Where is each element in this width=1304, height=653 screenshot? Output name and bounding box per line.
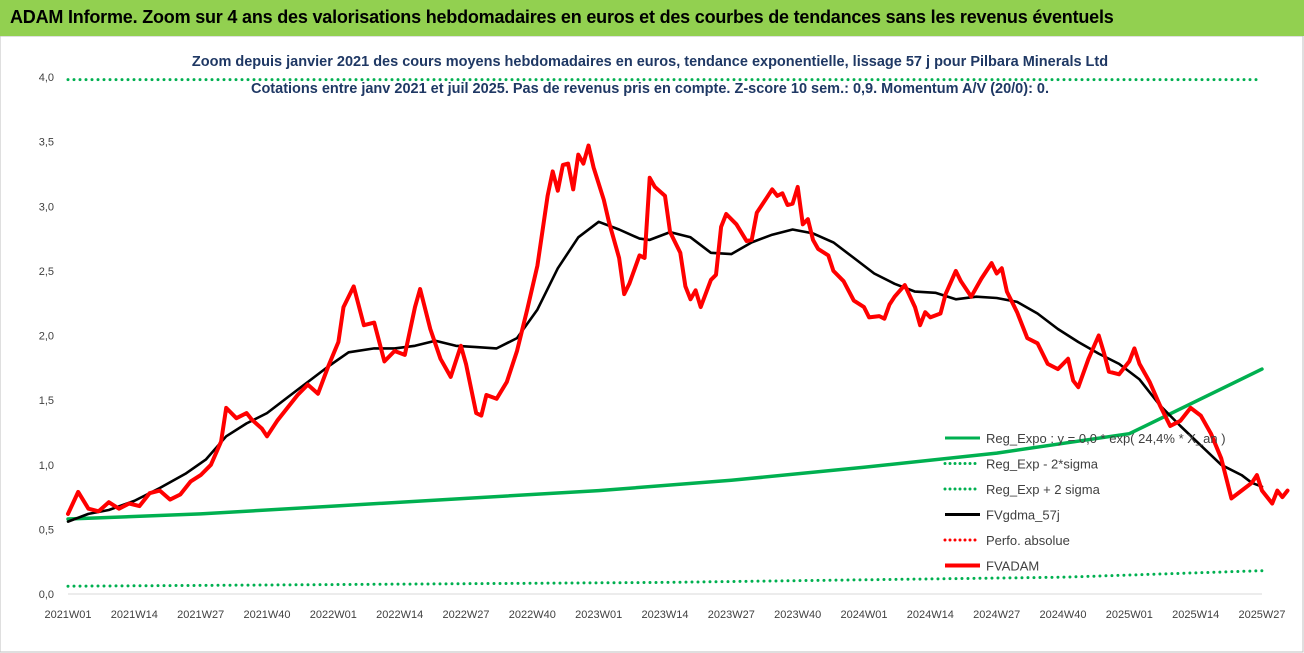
series-line-fvadam (66, 143, 1290, 516)
x-tick-label: 2023W40 (774, 609, 821, 621)
x-tick-label: 2021W14 (111, 609, 158, 621)
x-tick-label: 2024W01 (840, 609, 887, 621)
y-tick-label: 3,5 (39, 137, 54, 149)
y-tick-label: 1,5 (39, 395, 54, 407)
x-tick-label: 2025W14 (1172, 609, 1219, 621)
legend-label: FVgdma_57j (986, 508, 1060, 523)
x-tick-label: 2022W01 (310, 609, 357, 621)
x-tick-label: 2021W27 (177, 609, 224, 621)
y-tick-label: 2,0 (39, 331, 54, 343)
x-tick-label: 2024W14 (907, 609, 954, 621)
legend-label: Reg_Expo : y = 0,0 * exp( 24,4% * X_an ) (986, 431, 1226, 446)
x-tick-label: 2024W40 (1039, 609, 1086, 621)
report-title: ADAM Informe. Zoom sur 4 ans des valoris… (10, 7, 1114, 27)
y-tick-label: 3,0 (39, 201, 54, 213)
x-tick-label: 2022W27 (442, 609, 489, 621)
chart-title-line2: Cotations entre janv 2021 et juil 2025. … (251, 81, 1049, 97)
series-line-reg-expo-y-0-0-exp-24-4-x-an- (66, 367, 1264, 521)
x-tick-label: 2023W14 (641, 609, 688, 621)
chart-legend: Reg_Expo : y = 0,0 * exp( 24,4% * X_an )… (943, 431, 1226, 574)
y-tick-label: 0,0 (39, 589, 54, 601)
legend-label: Perfo. absolue (986, 533, 1070, 548)
legend-label: Reg_Exp - 2*sigma (986, 457, 1099, 472)
y-tick-label: 2,5 (39, 266, 54, 278)
x-tick-label: 2023W27 (708, 609, 755, 621)
report-header-bar: ADAM Informe. Zoom sur 4 ans des valoris… (0, 0, 1304, 36)
y-tick-label: 1,0 (39, 460, 54, 472)
x-tick-label: 2023W01 (575, 609, 622, 621)
x-tick-label: 2025W01 (1106, 609, 1153, 621)
legend-label: FVADAM (986, 559, 1039, 574)
x-tick-label: 2024W27 (973, 609, 1020, 621)
x-tick-label: 2025W27 (1238, 609, 1285, 621)
x-tick-label: 2022W14 (376, 609, 423, 621)
y-tick-label: 4,0 (39, 72, 54, 84)
chart-axes: 0,0 0,5 1,0 1,5 2,0 2,5 3,0 3,5 4,0 2021W01 2021W1… (39, 72, 1286, 621)
chart-series (66, 78, 1290, 588)
series-line-reg-exp-2-sigma (66, 569, 1264, 588)
chart-frame (0, 36, 1304, 653)
y-tick-label: 0,5 (39, 524, 54, 536)
x-tick-label: 2021W01 (44, 609, 91, 621)
x-tick-label: 2022W40 (509, 609, 556, 621)
x-tick-label: 2021W40 (243, 609, 290, 621)
chart: Zoom depuis janvier 2021 des cours moyen… (0, 36, 1304, 653)
legend-label: Reg_Exp + 2 sigma (986, 482, 1101, 497)
series-line-fvgdma-57j (66, 220, 1264, 523)
chart-title-line1: Zoom depuis janvier 2021 des cours moyen… (192, 54, 1108, 70)
